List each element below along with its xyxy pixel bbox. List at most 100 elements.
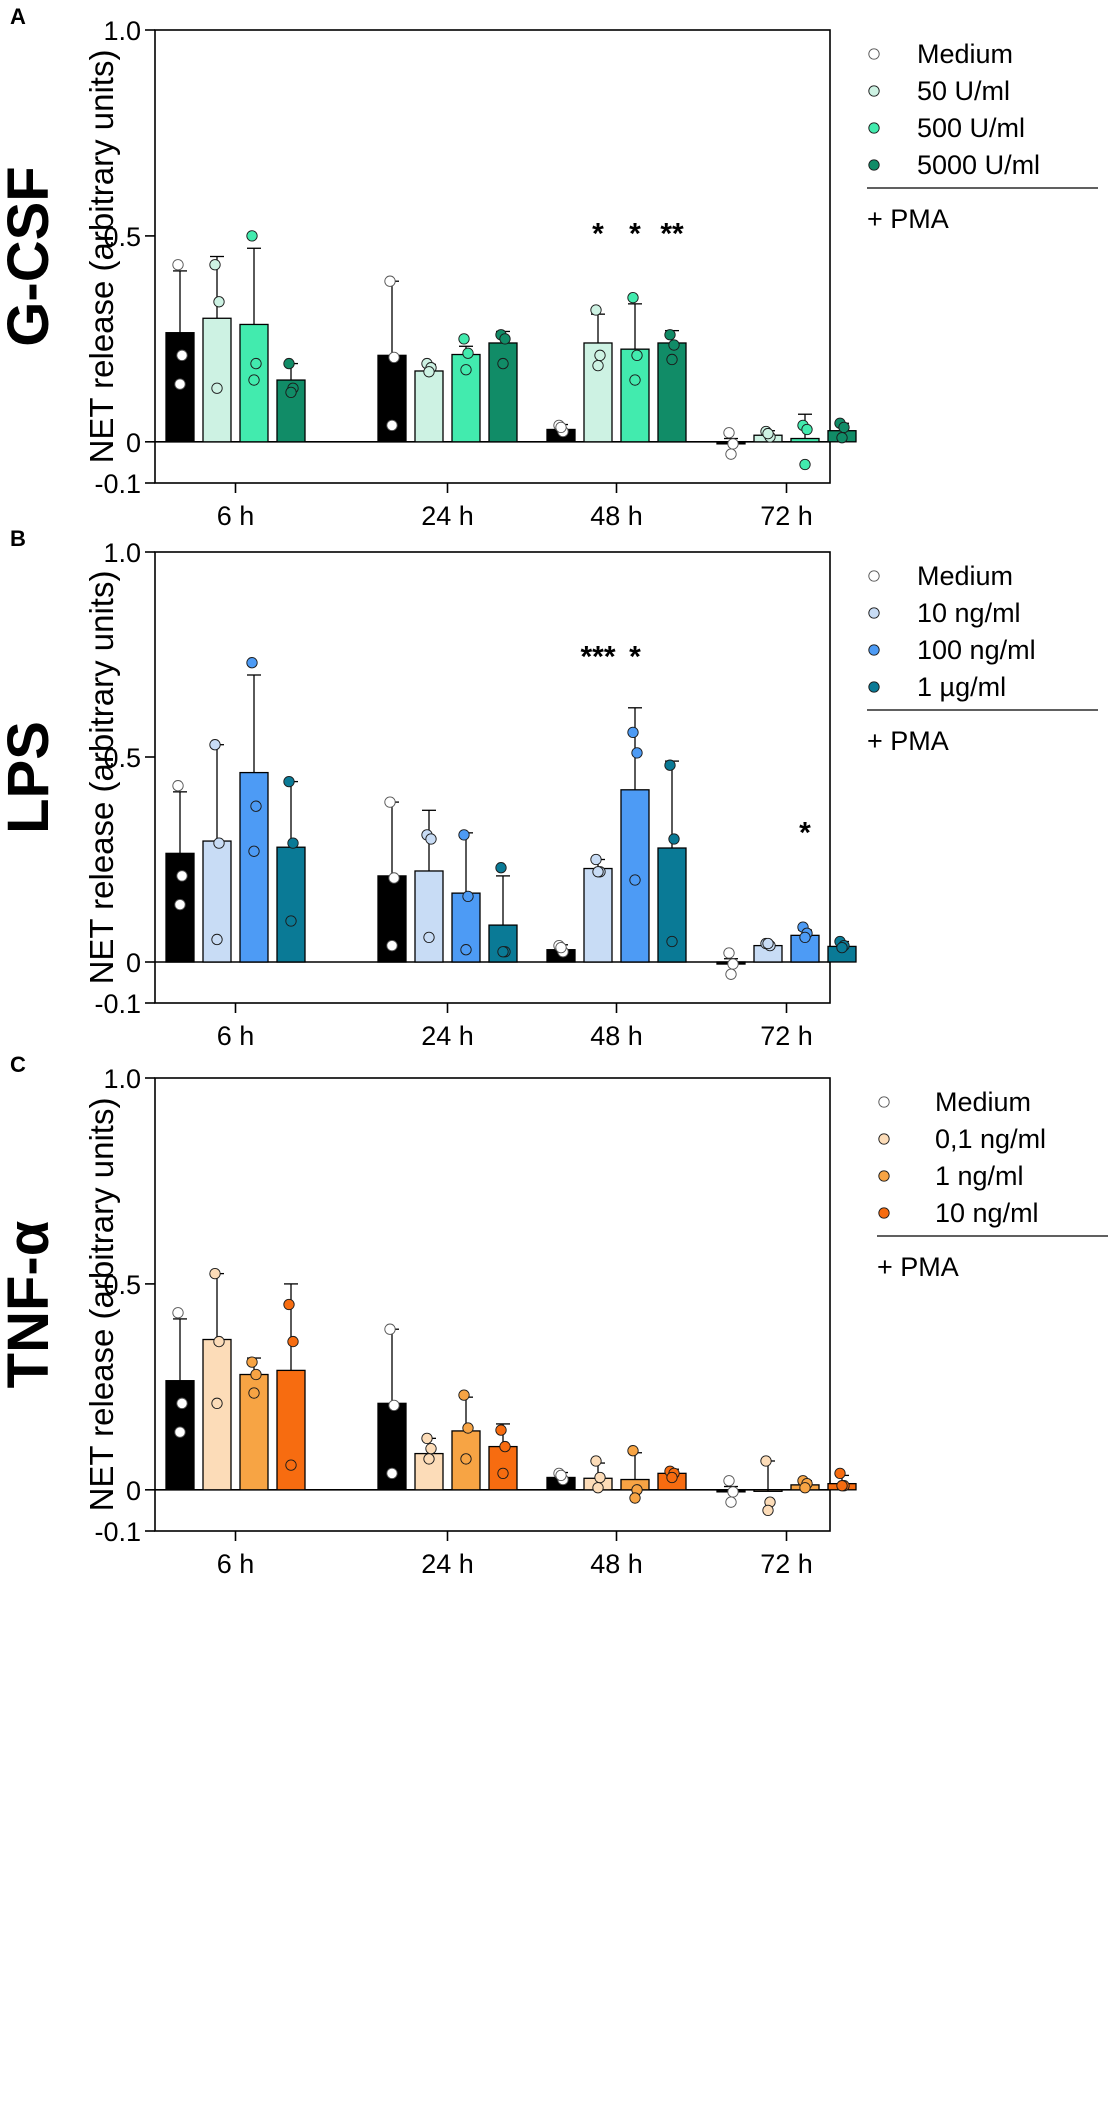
data-point <box>799 1482 811 1494</box>
data-point <box>668 833 680 845</box>
data-point <box>246 657 258 669</box>
data-point <box>460 364 472 376</box>
legend-marker <box>878 1170 890 1182</box>
data-point <box>388 872 400 884</box>
data-point <box>213 296 225 308</box>
pma-label: + PMA <box>867 204 949 234</box>
data-point <box>799 931 811 944</box>
bar <box>790 437 820 443</box>
data-point <box>287 1335 299 1348</box>
legend-marker <box>868 644 880 656</box>
data-point <box>209 739 221 751</box>
y-axis-label: NET release (arbitrary units) <box>83 50 120 464</box>
data-point <box>211 933 223 946</box>
data-point <box>209 259 221 271</box>
data-point <box>176 870 188 882</box>
data-point <box>838 421 850 434</box>
data-point <box>727 1486 739 1498</box>
data-point <box>495 862 507 874</box>
y-tick-label: -0.1 <box>94 1517 141 1547</box>
data-point <box>727 958 739 970</box>
y-tick-label: 0.5 <box>103 222 141 252</box>
data-point <box>209 1267 221 1280</box>
cytokine-label: G-CSF <box>0 166 61 346</box>
legend-marker <box>868 159 880 171</box>
legend-label: 100 ng/ml <box>917 635 1036 665</box>
data-point <box>248 374 260 386</box>
data-point <box>174 898 186 911</box>
data-point <box>592 359 604 372</box>
x-tick-label: 24 h <box>421 501 474 531</box>
data-point <box>631 747 643 759</box>
legend-marker <box>868 570 880 582</box>
legend-label: 500 U/ml <box>917 113 1025 143</box>
data-point <box>421 1432 433 1444</box>
data-point <box>172 259 184 271</box>
legend-marker <box>868 48 880 60</box>
plot-frame <box>154 551 831 1004</box>
data-point <box>423 1453 435 1465</box>
bar <box>276 1369 306 1491</box>
panel-label: A <box>10 4 26 29</box>
data-point <box>458 333 470 345</box>
data-point <box>627 292 639 304</box>
data-point <box>248 845 260 857</box>
cytokine-label: TNF-α <box>0 1220 61 1388</box>
bar <box>583 867 613 963</box>
bar <box>488 342 518 443</box>
plot-frame <box>154 1077 831 1532</box>
legend-marker <box>878 1096 890 1108</box>
data-point <box>497 357 509 370</box>
data-point <box>384 796 396 808</box>
data-point <box>250 1368 262 1381</box>
data-point <box>495 1424 507 1436</box>
significance-marker: ** <box>660 218 684 251</box>
x-tick-label: 72 h <box>760 501 813 531</box>
plot-frame <box>154 29 831 484</box>
legend-marker <box>878 1133 890 1145</box>
legend-label: 1 ng/ml <box>935 1161 1024 1191</box>
x-tick-label: 48 h <box>590 1549 643 1579</box>
data-point <box>555 1469 567 1482</box>
x-tick-label: 24 h <box>421 1021 474 1051</box>
y-tick-label: -0.1 <box>94 469 141 499</box>
data-point <box>664 329 676 341</box>
data-point <box>725 448 737 460</box>
x-tick-label: 6 h <box>217 1021 255 1051</box>
bar <box>165 332 195 443</box>
panel-b: B 1.0 0.5 0 -0.1 NET release (arbitrary units… <box>0 526 1098 1051</box>
data-point <box>283 357 295 370</box>
data-point <box>423 366 435 378</box>
data-point <box>388 1399 400 1412</box>
significance-marker: * <box>629 218 641 251</box>
data-point <box>627 1445 639 1457</box>
data-point <box>460 1453 472 1465</box>
data-point <box>801 423 813 436</box>
data-point <box>590 304 602 316</box>
bar <box>414 870 444 963</box>
legend-label: Medium <box>935 1087 1031 1117</box>
pma-label: + PMA <box>867 726 949 756</box>
data-point <box>594 1471 606 1484</box>
data-point <box>594 349 606 361</box>
data-point <box>176 1397 188 1409</box>
data-point <box>762 937 774 950</box>
y-tick-label: 0 <box>126 1476 141 1506</box>
data-point <box>423 931 435 944</box>
data-point <box>799 458 811 471</box>
data-point <box>285 386 297 399</box>
data-point <box>458 1389 470 1401</box>
panel-a: A 1.0 0.5 0 -0.1 NET release (arbitrary units… <box>0 4 1098 531</box>
data-point <box>386 1467 398 1479</box>
bar <box>276 846 306 963</box>
legend-label: 10 ng/ml <box>935 1198 1039 1228</box>
significance-marker: * <box>799 817 811 850</box>
data-point <box>590 1455 602 1467</box>
data-point <box>666 353 678 366</box>
data-point <box>666 1471 678 1484</box>
data-point <box>384 275 396 287</box>
y-axis-label: NET release (arbitrary units) <box>83 1098 120 1512</box>
legend-marker <box>868 122 880 134</box>
data-point <box>246 230 258 242</box>
data-point <box>555 942 567 954</box>
